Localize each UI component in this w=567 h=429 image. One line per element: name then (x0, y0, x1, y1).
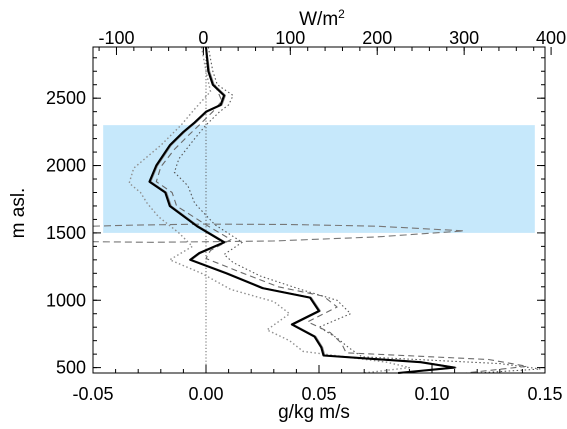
top-tick-label: -100 (98, 28, 134, 48)
top-tick-label: 100 (275, 28, 305, 48)
x-axis-label: g/kg m/s (278, 402, 350, 423)
tick-layer (92, 47, 552, 373)
series-layer (92, 46, 542, 375)
top-tick-label: 0 (198, 28, 208, 48)
x-tick-label: 0.00 (188, 384, 223, 404)
shaded-band (103, 125, 535, 233)
y-axis-label: m asl. (8, 188, 29, 239)
top-tick-label: 200 (362, 28, 392, 48)
x-tick-label: -0.05 (72, 384, 113, 404)
x-tick-label: 0.15 (527, 384, 562, 404)
top-tick-label: 400 (536, 28, 566, 48)
x-tick-label: 0.05 (301, 384, 336, 404)
shaded-band-layer (103, 125, 535, 233)
y-tick-label: 2000 (46, 156, 86, 176)
y-tick-label: 2500 (46, 88, 86, 108)
tick-label-layer: -0.05 0.00 0.05 0.10 0.15 -100 0 100 200 300 400 50… (46, 28, 566, 404)
series-line-solid-black (148, 46, 456, 375)
top-axis-label: W/m2 (299, 7, 345, 30)
x-tick-label: 0.10 (414, 384, 449, 404)
y-tick-label: 500 (56, 358, 86, 378)
y-tick-label: 1500 (46, 223, 86, 243)
series-line-dotted-right (173, 46, 542, 374)
y-tick-label: 1000 (46, 290, 86, 310)
series-line-dashed (155, 84, 528, 374)
top-tick-label: 300 (449, 28, 479, 48)
